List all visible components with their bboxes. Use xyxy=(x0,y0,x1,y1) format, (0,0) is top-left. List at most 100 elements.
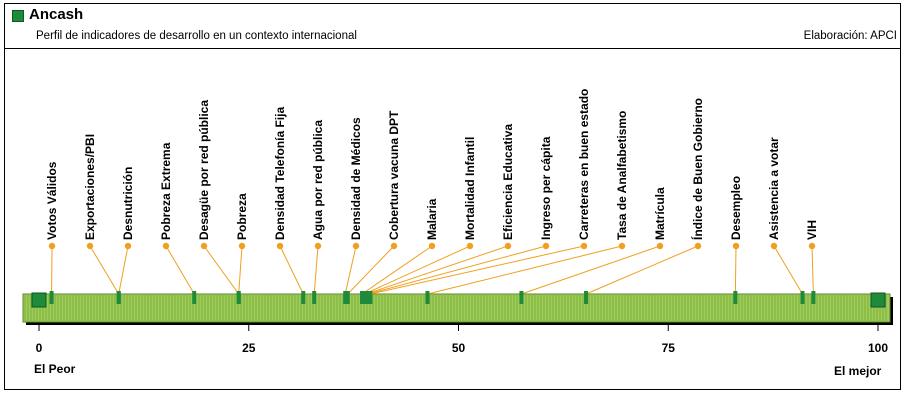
indicator-label: Densidad Telefonía Fija xyxy=(273,107,287,240)
indicator-label: Densidad de Médicos xyxy=(349,117,363,240)
indicator-label: Pobreza Extrema xyxy=(159,142,173,240)
label-dot xyxy=(808,242,816,250)
leader-line xyxy=(313,245,319,295)
label-dot xyxy=(732,242,740,250)
indicator-marker xyxy=(519,291,524,304)
tick-label: 0 xyxy=(36,341,43,355)
label-dot xyxy=(352,242,360,250)
label-dot xyxy=(618,242,626,250)
x-axis: 0 25 50 75 100 xyxy=(36,324,888,355)
indicator-marker xyxy=(368,291,373,304)
indicator-label: Mortalidad Infantil xyxy=(463,137,477,240)
chart-subtitle: Perfil de indicadores de desarrollo en u… xyxy=(36,30,357,42)
indicator-marker xyxy=(365,291,370,304)
indicator-label: Desnutrición xyxy=(121,167,135,240)
tick-label: 50 xyxy=(452,341,466,355)
label-dot xyxy=(276,242,284,250)
best-label: El mejor xyxy=(834,364,882,378)
label-dot xyxy=(466,242,474,250)
leader-line xyxy=(811,245,814,295)
credit-label: Elaboración: APCI xyxy=(803,30,897,42)
leader-line xyxy=(203,245,240,295)
indicator-label: Cobertura vacuna DPT xyxy=(387,110,401,240)
label-dot xyxy=(390,242,398,250)
scale-bar xyxy=(22,293,893,325)
leader-line xyxy=(734,245,737,295)
indicator-label: Agua por red pública xyxy=(311,120,325,240)
indicator-label: Votos Válidos xyxy=(45,161,59,240)
label-dot xyxy=(48,242,56,250)
indicator-label: Tasa de Analfabetismo xyxy=(615,111,629,240)
indicator-marker xyxy=(49,291,54,304)
indicator-label: Índice de Buen Gobierno xyxy=(690,98,705,240)
indicator-marker xyxy=(733,291,738,304)
header-divider xyxy=(4,48,901,49)
indicator-label: Ingreso per cápita xyxy=(539,136,553,240)
leader-line xyxy=(370,245,585,295)
indicator-marker xyxy=(116,291,121,304)
leader-line xyxy=(347,245,395,295)
indicator-label: Desempleo xyxy=(729,176,743,240)
tick-label: 100 xyxy=(868,341,888,355)
end-marker xyxy=(31,292,47,308)
indicator-label: Exportaciones/PBI xyxy=(83,134,97,240)
tick-label: 75 xyxy=(662,341,676,355)
label-dot xyxy=(162,242,170,250)
region-square-icon xyxy=(12,10,24,22)
label-dot xyxy=(428,242,436,250)
label-dot xyxy=(770,242,778,250)
indicator-marker xyxy=(800,291,805,304)
leader-line xyxy=(238,245,243,295)
leader-line xyxy=(366,245,509,295)
leader-line xyxy=(165,245,195,295)
leader-line xyxy=(89,245,120,295)
label-dot xyxy=(124,242,132,250)
leader-line xyxy=(364,245,471,295)
label-dot xyxy=(314,242,322,250)
indicator-marker xyxy=(343,291,348,304)
indicator-marker xyxy=(360,291,365,304)
indicator-marker xyxy=(584,291,589,304)
leader-lines xyxy=(48,242,816,295)
end-marker xyxy=(870,292,886,308)
label-dot xyxy=(656,242,664,250)
leader-line xyxy=(279,245,304,295)
indicator-markers xyxy=(31,291,886,308)
indicator-marker xyxy=(312,291,317,304)
leader-line xyxy=(521,245,661,295)
indicator-marker xyxy=(192,291,197,304)
indicator-marker xyxy=(811,291,816,304)
chart-title: Ancash xyxy=(29,6,84,23)
indicator-label: Eficiencia Educativa xyxy=(501,124,515,240)
leader-line xyxy=(344,245,357,295)
leader-line xyxy=(367,245,547,295)
indicator-label: Malaria xyxy=(425,198,439,240)
indicator-marker xyxy=(345,291,350,304)
leader-line xyxy=(427,245,623,295)
worst-label: El Peor xyxy=(34,362,76,376)
tick-label: 25 xyxy=(242,341,256,355)
label-dot xyxy=(580,242,588,250)
label-dot xyxy=(504,242,512,250)
indicator-label: Carreteras en buen estado xyxy=(577,89,591,240)
indicator-marker xyxy=(236,291,241,304)
indicator-label: Asistencia a votar xyxy=(767,137,781,240)
label-dot xyxy=(542,242,550,250)
label-dot xyxy=(86,242,94,250)
label-dot xyxy=(694,242,702,250)
indicator-label: Desagüe por red pública xyxy=(197,100,211,240)
indicator-marker xyxy=(301,291,306,304)
leader-line xyxy=(773,245,803,295)
indicator-label: Pobreza xyxy=(235,193,249,240)
leader-line xyxy=(118,245,129,295)
indicator-label: VIH xyxy=(805,220,819,240)
indicator-labels: Votos Válidos Exportaciones/PBI Desnutrici… xyxy=(45,89,819,240)
leader-line xyxy=(361,245,433,295)
label-dot xyxy=(200,242,208,250)
indicator-label: Matrícula xyxy=(653,187,667,240)
label-dot xyxy=(238,242,246,250)
indicator-marker xyxy=(425,291,430,304)
chart-frame xyxy=(4,3,901,390)
leader-line xyxy=(585,245,699,295)
